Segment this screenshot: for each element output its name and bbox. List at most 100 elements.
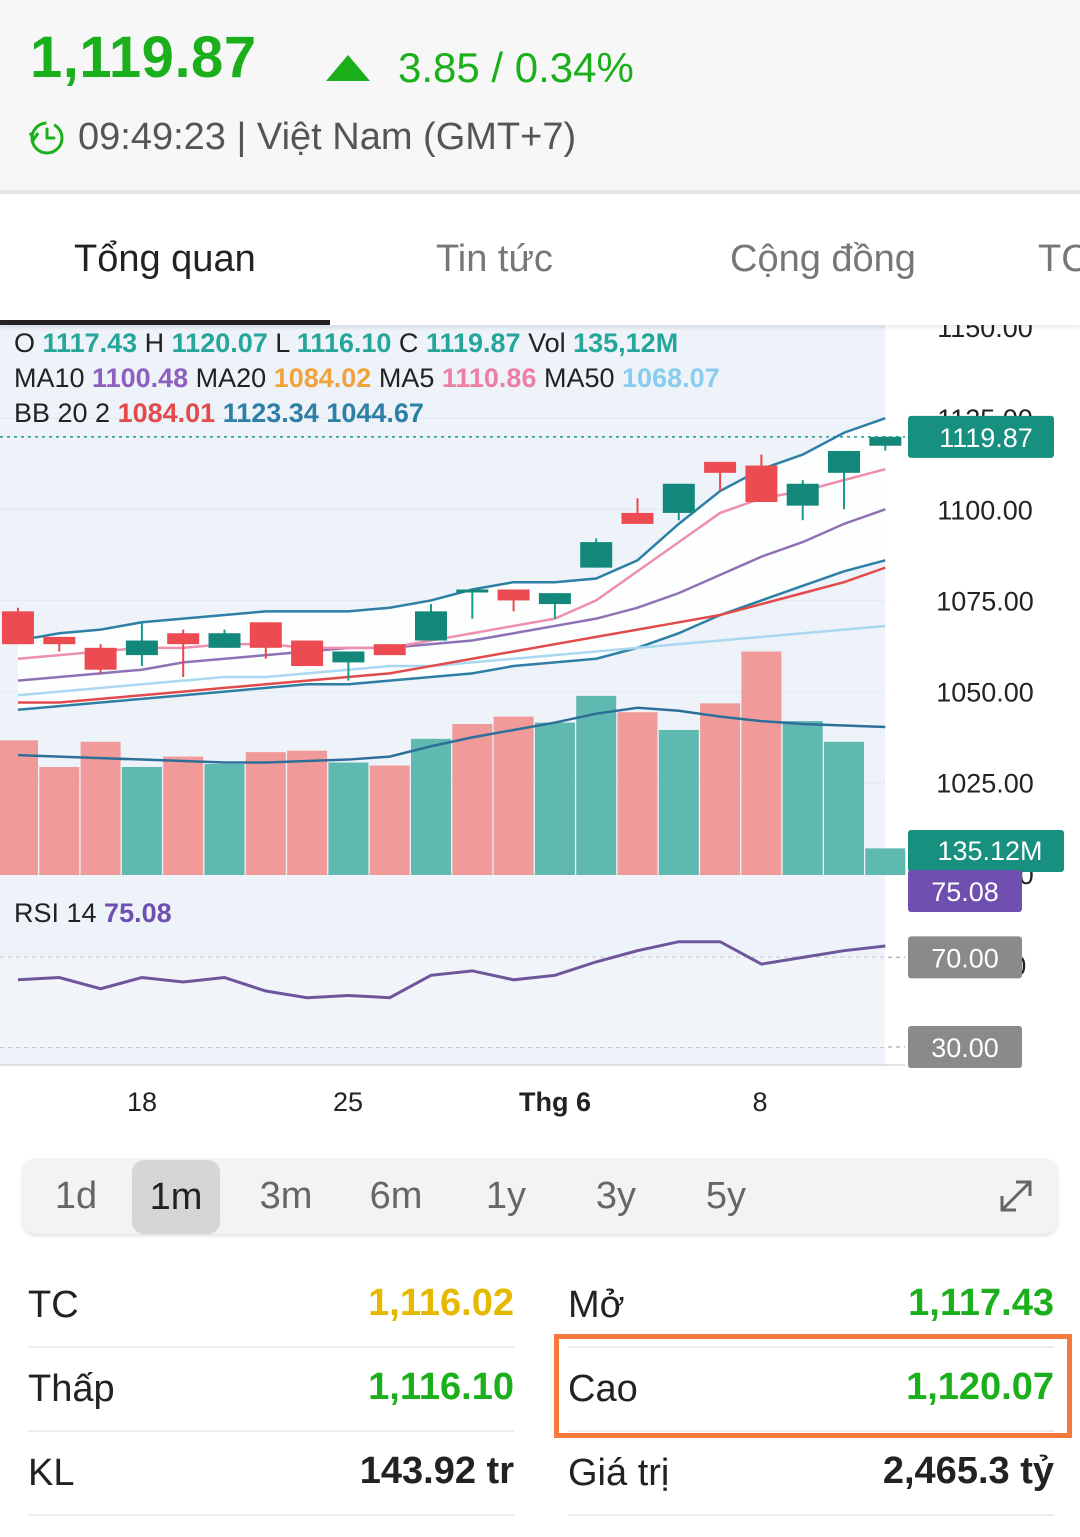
expand-icon[interactable] <box>996 1176 1036 1216</box>
legend-value: 1117.43 <box>43 328 138 358</box>
range-6m[interactable]: 6m <box>369 1175 423 1217</box>
price-axis-label: 1025.00 <box>936 769 1034 799</box>
current-price: 1,119.87 <box>30 25 257 90</box>
ohlc-legend: O 1117.43 H 1120.07 L 1116.10 C 1119.87 … <box>14 328 678 358</box>
ma20-line <box>18 566 886 704</box>
bollinger-lower-line <box>17 559 886 712</box>
legend-key: BB 20 2 <box>14 398 118 428</box>
last-price-tag-text: 1119.87 <box>939 423 1033 453</box>
rsi-level-tag-text: 30.00 <box>931 1033 999 1063</box>
volume-bar <box>0 740 38 875</box>
volume-bar <box>287 750 328 875</box>
last-price-tag <box>908 415 1054 458</box>
range-3m[interactable]: 3m <box>259 1175 313 1217</box>
candle-body <box>43 636 76 645</box>
stat-label-high: Cao <box>568 1368 638 1410</box>
x-axis-label: Thg 6 <box>519 1087 591 1117</box>
volume-bar <box>617 712 658 875</box>
legend-key: MA50 <box>536 363 622 393</box>
range-1d[interactable]: 1d <box>54 1175 98 1217</box>
legend-value: 135,12M <box>573 328 678 358</box>
price-axis-label: 1150.00 <box>937 325 1033 343</box>
candle-body <box>84 647 117 670</box>
x-axis-label: 25 <box>333 1087 363 1117</box>
volume-bar <box>328 762 369 875</box>
candle-body <box>291 640 324 667</box>
candle-body <box>786 483 819 506</box>
legend-value: 1100.48 <box>92 363 188 393</box>
candle-body <box>745 465 778 502</box>
stat-value-low: 1,116.10 <box>368 1366 514 1408</box>
x-axis-label: 18 <box>127 1087 157 1117</box>
ma-legend: MA10 1100.48 MA20 1084.02 MA5 1110.86 MA… <box>14 363 720 393</box>
legend-value: 1068.07 <box>622 363 720 393</box>
candle-body <box>415 611 447 641</box>
legend-key: RSI 14 <box>14 898 104 928</box>
tab-community[interactable]: Cộng đồng <box>730 238 916 280</box>
rsi-level-tag <box>908 1026 1022 1068</box>
stat-label-low: Thấp <box>28 1368 115 1410</box>
candle-body <box>125 640 158 656</box>
volume-bar <box>245 752 286 875</box>
stat-value-volume: 143.92 tr <box>359 1450 514 1492</box>
candle-body <box>373 644 406 656</box>
legend-value: 1116.10 <box>297 328 392 358</box>
stat-row-value: Giá trị 2,465.3 tỷ <box>568 1430 1054 1516</box>
volume-bar <box>80 741 121 875</box>
candle-body <box>167 633 200 645</box>
volume-tag <box>908 830 1064 872</box>
stat-row-high: Cao 1,120.07 <box>568 1346 1054 1432</box>
rsi-level-tag-text: 70.00 <box>931 943 999 973</box>
range-3y[interactable]: 3y <box>595 1175 637 1217</box>
rsi-line <box>17 940 886 1000</box>
tab-tc[interactable]: TC <box>1038 238 1080 280</box>
volume-bar <box>700 703 741 875</box>
triangle-up-icon <box>326 55 370 81</box>
candle-body <box>580 542 613 568</box>
candle-body <box>662 483 695 513</box>
legend-key: MA20 <box>188 363 274 393</box>
legend-key: MA10 <box>14 363 92 393</box>
chart-canvas[interactable]: 1150.001125.001100.001075.001050.001025.… <box>0 313 1080 1125</box>
legend-key: L <box>268 328 297 358</box>
candle-body <box>621 512 654 524</box>
price-axis-label: 1050.00 <box>936 678 1034 708</box>
volume-bar <box>865 848 906 875</box>
bb-legend: BB 20 2 1084.01 1123.34 1044.67 <box>14 398 424 428</box>
market-time: 09:49:23 | Việt Nam (GMT+7) <box>28 116 576 159</box>
candle-body <box>869 436 902 446</box>
range-1m[interactable]: 1m <box>132 1160 220 1234</box>
ma5-line <box>17 467 886 661</box>
legend-value: 1084.01 <box>118 398 216 428</box>
legend-value: 1123.34 <box>215 398 319 428</box>
stat-label-open: Mở <box>568 1284 625 1326</box>
tab-overview[interactable]: Tổng quan <box>74 238 256 280</box>
stat-value-value: 2,465.3 tỷ <box>882 1450 1054 1492</box>
stat-label-tc: TC <box>28 1284 79 1326</box>
range-1y[interactable]: 1y <box>485 1175 527 1217</box>
change-text: 3.85 / 0.34% <box>398 44 634 91</box>
tab-news[interactable]: Tin tức <box>436 238 553 280</box>
stat-label-value: Giá trị <box>568 1452 670 1494</box>
volume-ma-line <box>17 706 886 764</box>
range-5y[interactable]: 5y <box>705 1175 747 1217</box>
time-range-selector: 1d 1m 3m 6m 1y 3y 5y <box>22 1158 1058 1234</box>
price-axis-label: 1075.00 <box>936 586 1034 616</box>
legend-value: 1084.02 <box>274 363 372 393</box>
price-chart[interactable]: 1150.001125.001100.001075.001050.001025.… <box>0 313 1080 1125</box>
timestamp: 09:49:23 | Việt Nam (GMT+7) <box>78 116 577 158</box>
tab-bar: Tổng quan Tin tức Cộng đồng TC <box>0 194 1080 325</box>
candle-body <box>249 622 282 648</box>
candle-body <box>538 593 571 605</box>
volume-bar <box>658 729 699 875</box>
volume-bar <box>576 695 617 875</box>
volume-bar <box>121 766 162 875</box>
volume-bar <box>163 756 204 875</box>
volume-tag-text: 135.12M <box>937 836 1042 866</box>
volume-bar <box>369 765 410 875</box>
rsi-current-tag <box>908 870 1022 912</box>
stat-row-open: Mở 1,117.43 <box>568 1262 1054 1348</box>
stat-row-volume: KL 143.92 tr <box>28 1430 514 1516</box>
rsi-level-tag <box>908 936 1022 979</box>
active-tab-indicator <box>0 320 330 325</box>
